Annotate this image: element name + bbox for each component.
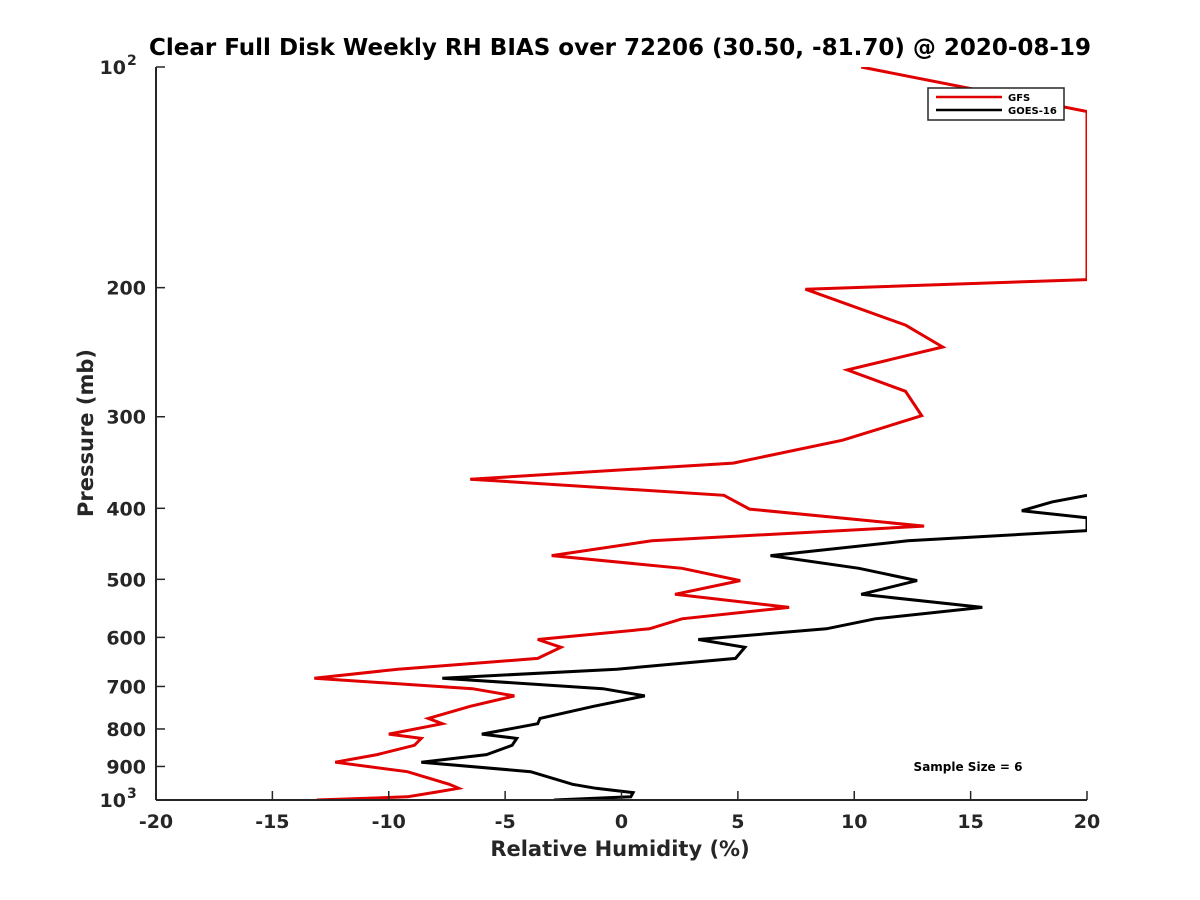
y-tick-label: 900 [106,756,146,778]
plot-area: -20 -15 -10 -5 0 5 10 15 20 10 220030040050060070… [100,53,1101,833]
y-tick-label: 700 [106,676,146,698]
y-tick-label: 300 [106,407,146,429]
y-tick-label: 10 [100,57,126,79]
chart-title: Clear Full Disk Weekly RH BIAS over 7220… [149,35,1091,61]
y-tick-label: 400 [106,498,146,520]
legend-label-gfs: GFS [1008,93,1030,104]
series-line-goes16 [421,493,1087,800]
legend-box [927,87,1065,121]
y-tick-label: 600 [106,627,146,649]
x-tick-label: -5 [495,811,516,833]
x-tick-label: -10 [372,811,406,833]
x-tick-label: 5 [731,811,744,833]
x-tick-label: 15 [957,811,983,833]
x-tick-label: 0 [615,811,628,833]
series-layer [314,67,1087,800]
series-line-gfs [314,67,1087,800]
x-tick-label: -15 [255,811,289,833]
x-tick-label: 10 [841,811,867,833]
x-tick-label: 20 [1074,811,1100,833]
y-tick-label: 200 [106,278,146,300]
sample-size-annotation: Sample Size = 6 [914,760,1023,774]
y-tick-label-exponent: 2 [127,53,137,69]
y-tick-label: 800 [106,719,146,741]
x-axis-label: Relative Humidity (%) [490,837,749,861]
legend-label-goes16: GOES-16 [1008,106,1057,117]
y-axis-label: Pressure (mb) [74,349,98,517]
legend: GFS GOES-16 [927,87,1065,121]
y-tick-label: 500 [106,569,146,591]
y-tick-label: 10 [100,790,126,812]
x-ticks: -20 -15 -10 -5 0 5 10 15 20 [139,791,1100,833]
x-tick-label: -20 [139,811,173,833]
y-tick-label-exponent: 3 [127,786,137,802]
